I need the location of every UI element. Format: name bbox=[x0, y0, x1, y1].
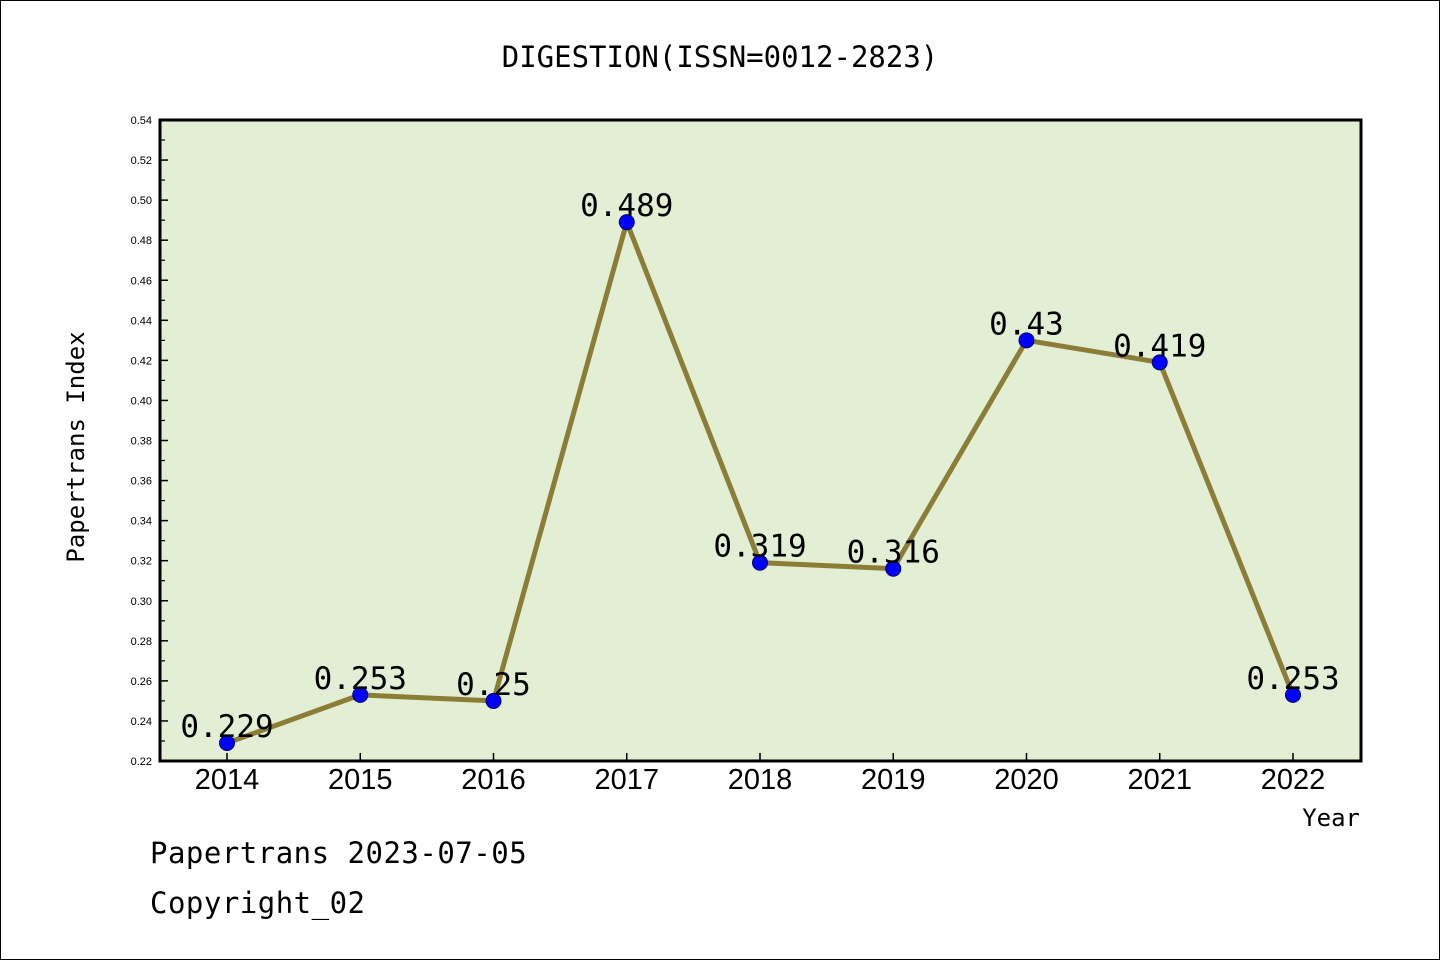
y-tick-label: 0.22 bbox=[131, 756, 152, 768]
x-axis-label: Year bbox=[1302, 804, 1360, 832]
y-tick-label: 0.34 bbox=[131, 516, 152, 528]
y-tick-label: 0.40 bbox=[131, 395, 152, 407]
y-tick-label: 0.54 bbox=[131, 115, 152, 127]
x-tick-label: 2021 bbox=[1127, 764, 1192, 796]
data-label: 0.316 bbox=[847, 535, 940, 571]
y-tick-label: 0.24 bbox=[131, 716, 152, 728]
x-axis: 2014 2015 2016 2017 2018 2019 2020 2021 2022 bbox=[195, 753, 1326, 796]
data-point bbox=[1285, 686, 1301, 703]
data-label: 0.253 bbox=[314, 661, 407, 697]
plot-area bbox=[158, 118, 1363, 763]
data-label: 0.43 bbox=[989, 306, 1064, 342]
data-label: 0.489 bbox=[580, 188, 673, 224]
data-label: 0.25 bbox=[456, 667, 531, 703]
y-tick-label: 0.46 bbox=[131, 275, 152, 287]
data-label: 0.319 bbox=[713, 529, 806, 565]
data-point bbox=[1018, 332, 1035, 349]
data-point bbox=[618, 214, 635, 231]
y-tick-label: 0.50 bbox=[131, 195, 152, 207]
y-tick-label: 0.28 bbox=[131, 636, 152, 648]
x-tick-label: 2015 bbox=[328, 764, 393, 796]
data-point bbox=[752, 554, 768, 571]
footer-copyright: Copyright_02 bbox=[150, 886, 366, 920]
y-tick-label: 0.48 bbox=[131, 235, 152, 247]
y-tick-label: 0.44 bbox=[131, 315, 152, 327]
data-label: 0.419 bbox=[1113, 328, 1206, 364]
x-tick-label: 2022 bbox=[1261, 764, 1326, 796]
x-tick-label: 2014 bbox=[195, 764, 260, 796]
x-tick-label: 2017 bbox=[594, 764, 659, 796]
y-tick-label: 0.32 bbox=[131, 556, 152, 568]
x-tick-label: 2016 bbox=[461, 764, 526, 796]
data-point bbox=[219, 734, 235, 751]
footer-source-date: Papertrans 2023-07-05 bbox=[150, 836, 528, 870]
y-tick-label: 0.52 bbox=[131, 155, 152, 167]
y-tick-label: 0.42 bbox=[131, 355, 152, 367]
y-tick-label: 0.30 bbox=[131, 596, 152, 608]
data-point bbox=[1151, 354, 1168, 371]
data-label: 0.229 bbox=[180, 709, 273, 745]
y-axis-label: Papertrans Index bbox=[62, 331, 90, 562]
data-series: 0.229 0.253 0.25 0.489 0.319 0.316 0.43 0.419 0.… bbox=[180, 188, 1340, 751]
y-axis: 0.22 0.24 0.26 0.28 0.30 0.32 0.34 0.36 0.38 0.40… bbox=[131, 115, 168, 768]
data-point bbox=[885, 560, 902, 577]
x-tick-label: 2018 bbox=[728, 764, 793, 796]
data-point bbox=[485, 692, 502, 709]
y-tick-label: 0.38 bbox=[131, 436, 152, 448]
data-label: 0.253 bbox=[1246, 661, 1339, 697]
x-tick-label: 2019 bbox=[861, 764, 926, 796]
chart-title: DIGESTION(ISSN=0012-2823) bbox=[502, 40, 939, 74]
data-point bbox=[352, 686, 369, 703]
y-tick-label: 0.36 bbox=[131, 476, 152, 488]
x-tick-label: 2020 bbox=[994, 764, 1059, 796]
y-tick-label: 0.26 bbox=[131, 676, 152, 688]
